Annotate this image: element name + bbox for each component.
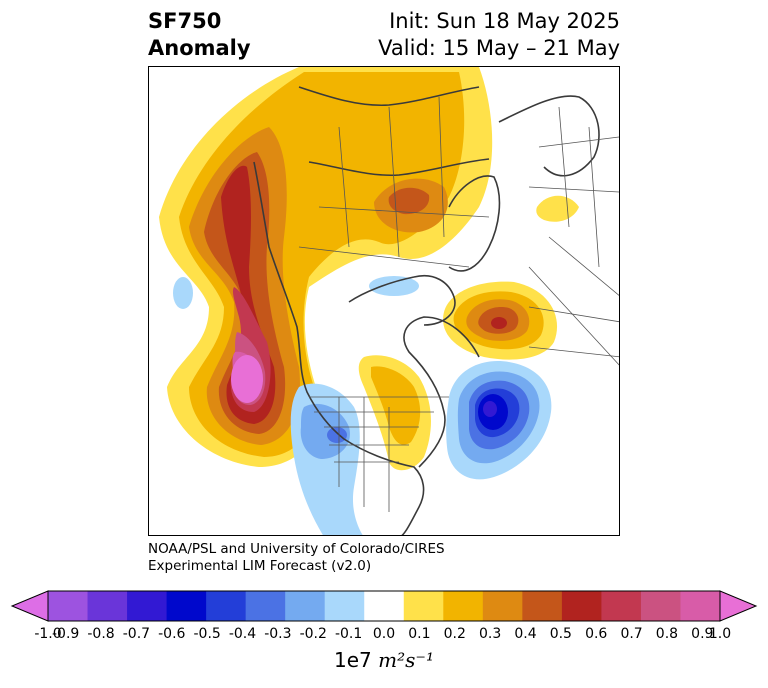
colorbar-cell — [166, 591, 207, 621]
colorbar-cell — [206, 591, 247, 621]
colorbar-cell — [245, 591, 286, 621]
colorbar-cell — [364, 591, 405, 621]
title-line-2: Anomaly — [148, 36, 251, 60]
colorbar-tick-label: 0.6 — [585, 626, 608, 642]
colorbar-cell — [403, 591, 444, 621]
colorbar-tick-label: 0.0 — [372, 626, 396, 642]
political-borders — [298, 96, 619, 512]
colorbar-extend-max — [719, 590, 758, 622]
colorbar-tick-label: 0.5 — [549, 626, 572, 642]
contour-0.1-europe — [536, 195, 579, 222]
colorbar-tick-label: -0.5 — [193, 626, 221, 642]
colorbar-cell — [522, 591, 563, 621]
colorbar-extend-min — [10, 590, 49, 622]
colorbar-tick-label: -1.0 — [34, 626, 62, 642]
colorbar-tick-label: -0.8 — [87, 626, 115, 642]
colorbar-cell — [601, 591, 642, 621]
units-prefix: 1e7 — [334, 648, 372, 672]
colorbar-cell — [127, 591, 168, 621]
colorbar-units: 1e7 m²s⁻¹ — [0, 648, 768, 672]
colorbar-tick-label: -0.6 — [158, 626, 186, 642]
colorbar-tick-label: -0.1 — [334, 626, 363, 642]
positive-anomaly-atlantic — [358, 281, 558, 471]
map-canvas — [159, 67, 619, 535]
credit-line-2: Experimental LIM Forecast (v2.0) — [148, 558, 372, 574]
colorbar-cell — [482, 591, 523, 621]
colorbar-tick-label: 0.7 — [620, 626, 643, 642]
colorbar-cell — [87, 591, 128, 621]
contour-0.5-atl — [491, 317, 507, 329]
negative-anomaly-atlantic — [446, 361, 552, 480]
units-math: m²s⁻¹ — [378, 648, 434, 672]
init-date: Init: Sun 18 May 2025 — [389, 9, 620, 33]
credit-text: NOAA/PSL and University of Colorado/CIRE… — [148, 541, 445, 575]
coastlines — [253, 86, 600, 535]
colorbar-tick-label: 0.4 — [514, 626, 537, 642]
contour-0.2-greatlakes — [371, 366, 421, 445]
colorbar-tick-label: 0.8 — [655, 626, 679, 642]
colorbar-cell — [640, 591, 681, 621]
colorbar-cell — [443, 591, 484, 621]
map-title: SF750 Anomaly — [148, 8, 251, 62]
colorbar-cell — [561, 591, 602, 621]
colorbar-cell — [680, 591, 721, 621]
contour-m0.3-us — [327, 427, 347, 443]
colorbar-tick-label: -0.9 — [52, 626, 80, 642]
colorbar — [10, 590, 758, 622]
forecast-dates: Init: Sun 18 May 2025 Valid: 15 May – 21… — [378, 8, 620, 62]
colorbar-tick-label: -0.4 — [228, 626, 257, 642]
valid-range: Valid: 15 May – 21 May — [378, 36, 620, 60]
colorbar-tick-label: 0.3 — [478, 626, 502, 642]
colorbar-cell — [324, 591, 365, 621]
contour-m0.1-pacific — [173, 277, 193, 309]
title-line-1: SF750 — [148, 9, 222, 33]
contour-m0.6-atl — [483, 401, 497, 417]
colorbar-tick-label: -0.3 — [264, 626, 292, 642]
colorbar-tick-label: -0.2 — [299, 626, 327, 642]
colorbar-cell — [48, 591, 89, 621]
colorbar-cell — [285, 591, 326, 621]
colorbar-tick-label: 0.2 — [443, 626, 466, 642]
credit-line-1: NOAA/PSL and University of Colorado/CIRE… — [148, 541, 445, 557]
colorbar-tick-label: -0.7 — [122, 626, 151, 642]
contour-m0.1-hudson — [369, 276, 419, 296]
colorbar-ticks: -1.0 -0.9 -0.8 -0.7 -0.6 -0.5 -0.4 -0.3 -0.2 -0.1… — [0, 626, 768, 646]
anomaly-map — [148, 66, 620, 536]
contour-0.5-arctic — [388, 187, 430, 215]
contour-0.9 — [231, 355, 263, 403]
colorbar-tick-label: 1.0 — [708, 626, 732, 642]
colorbar-tick-label: 0.9 — [691, 626, 714, 642]
colorbar-tick-label: 0.1 — [408, 626, 431, 642]
